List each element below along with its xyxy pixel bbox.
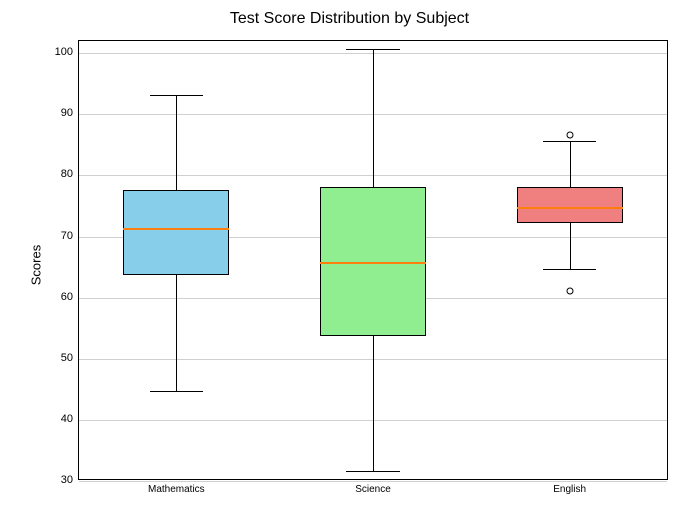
y-axis-label: Scores	[29, 245, 44, 285]
xtick-label: English	[553, 484, 586, 495]
ytick-label: 100	[43, 46, 73, 58]
whisker-upper	[176, 95, 177, 190]
whisker-lower	[373, 336, 374, 470]
median-line	[517, 207, 623, 209]
ytick-label: 70	[43, 230, 73, 242]
whisker-cap-upper	[346, 49, 399, 50]
ytick-label: 50	[43, 352, 73, 364]
whisker-upper	[373, 49, 374, 187]
whisker-cap-upper	[150, 95, 203, 96]
outlier-point	[566, 287, 573, 294]
box	[517, 187, 623, 224]
whisker-cap-upper	[543, 141, 596, 142]
median-line	[123, 228, 229, 230]
ytick-label: 90	[43, 107, 73, 119]
outlier-point	[566, 131, 573, 138]
xtick-label: Mathematics	[148, 484, 205, 495]
ytick-label: 40	[43, 413, 73, 425]
whisker-cap-lower	[543, 269, 596, 270]
ytick-label: 80	[43, 168, 73, 180]
box	[123, 190, 229, 276]
boxplot-chart: Test Score Distribution by Subject Score…	[0, 0, 699, 530]
ytick-label: 30	[43, 474, 73, 486]
whisker-cap-lower	[150, 391, 203, 392]
whisker-upper	[570, 141, 571, 187]
chart-title: Test Score Distribution by Subject	[0, 10, 699, 28]
whisker-lower	[570, 223, 571, 269]
whisker-lower	[176, 275, 177, 391]
ytick-label: 60	[43, 291, 73, 303]
xtick-label: Science	[355, 484, 391, 495]
median-line	[320, 262, 426, 264]
whisker-cap-lower	[346, 471, 399, 472]
gridline	[79, 481, 667, 482]
